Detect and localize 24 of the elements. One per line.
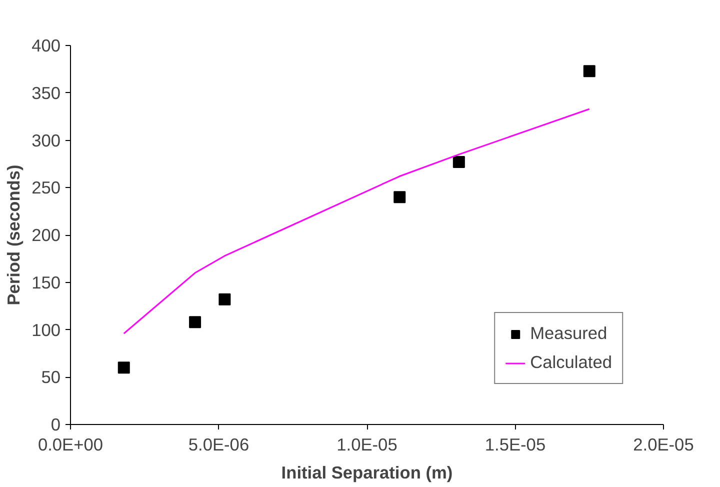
x-tick-label: 1.5E-05 bbox=[484, 434, 546, 454]
x-tick-label: 0.0E+00 bbox=[38, 434, 104, 454]
y-tick-label: 250 bbox=[32, 178, 61, 198]
y-axis-title: Period (seconds) bbox=[4, 164, 24, 306]
y-tick-label: 350 bbox=[32, 82, 61, 103]
legend-label: Calculated bbox=[530, 352, 612, 373]
x-tick-label: 2.0E-05 bbox=[633, 434, 694, 454]
y-tick-label: 150 bbox=[32, 272, 61, 292]
point bbox=[452, 156, 465, 168]
x-tick-label: 1.0E-05 bbox=[336, 434, 398, 454]
point bbox=[583, 65, 596, 78]
y-tick-label: 300 bbox=[32, 130, 61, 150]
point bbox=[189, 316, 202, 328]
y-tick-label: 0 bbox=[50, 414, 61, 434]
y-tick-label: 400 bbox=[32, 36, 61, 56]
legend-label: Measured bbox=[530, 323, 608, 344]
point bbox=[394, 191, 406, 204]
point bbox=[218, 293, 231, 306]
x-tick-label: 5.0E-06 bbox=[188, 434, 250, 454]
y-tick-label: 100 bbox=[32, 320, 61, 340]
y-tick-label: 50 bbox=[41, 367, 61, 388]
y-tick-label: 200 bbox=[32, 225, 61, 245]
x-axis-title: Initial Separation (m) bbox=[281, 462, 453, 482]
point bbox=[118, 362, 130, 374]
